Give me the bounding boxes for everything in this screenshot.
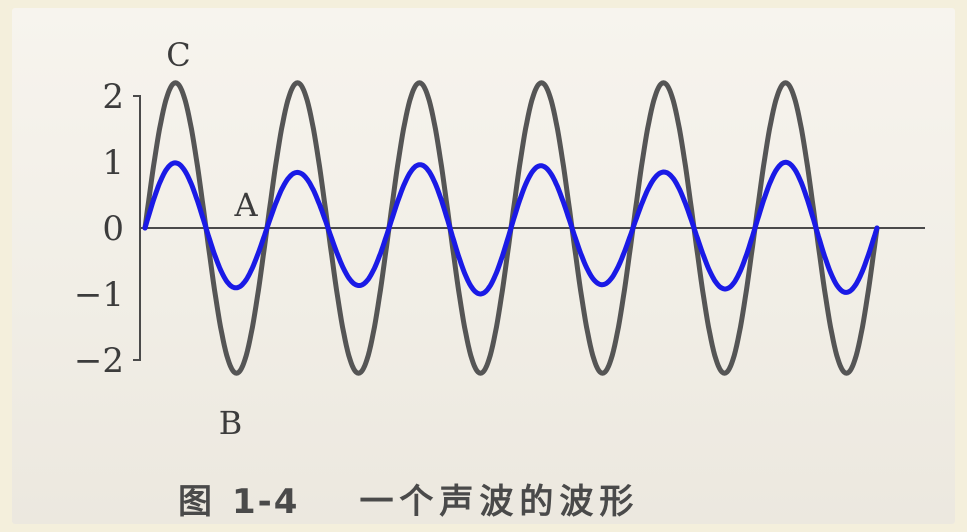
- y-tick-label: −1: [74, 275, 124, 315]
- y-tick-label: 2: [102, 77, 124, 117]
- caption-figure: 图: [178, 482, 218, 522]
- axes: [133, 95, 925, 361]
- point-label-b: B: [219, 404, 243, 442]
- point-label-a: A: [233, 186, 258, 224]
- wave-series: [142, 80, 880, 376]
- figure-caption: 图 1-4 一个声波的波形: [178, 474, 938, 523]
- caption-text: 一个声波的波形: [359, 482, 640, 522]
- y-tick-label: 0: [102, 209, 124, 249]
- caption-number: 1-4: [232, 482, 300, 522]
- y-tick-label: 1: [102, 143, 124, 183]
- series-small-wave: [142, 159, 880, 297]
- waveform-chart: 2 1 0 −1 −2 C A B: [74, 36, 925, 442]
- point-label-c: C: [166, 36, 190, 74]
- point-labels: C A B: [166, 36, 258, 442]
- y-ticks: 2 1 0 −1 −2: [74, 77, 124, 381]
- y-tick-label: −2: [74, 341, 124, 381]
